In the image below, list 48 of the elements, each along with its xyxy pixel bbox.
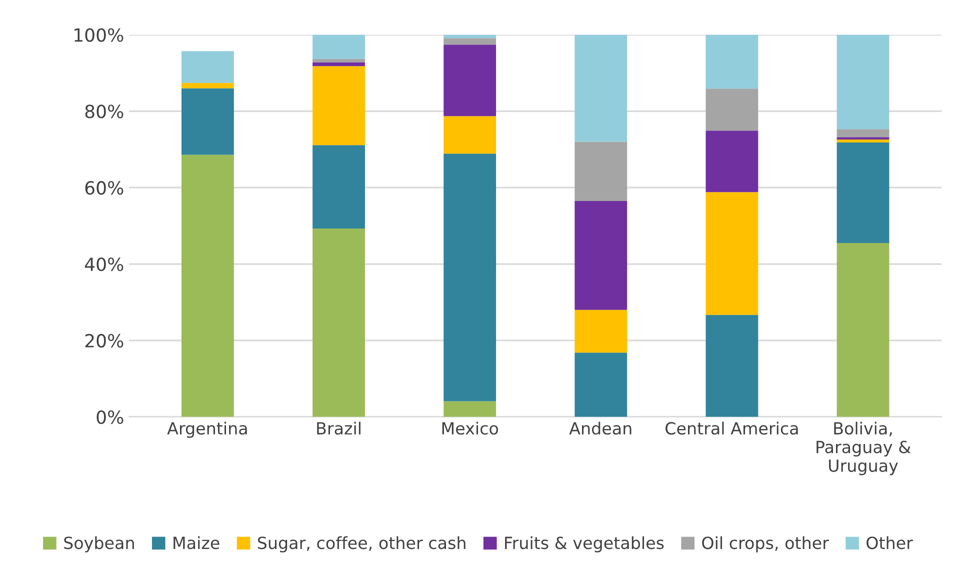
- bar: [181, 88, 234, 155]
- x-tick-label: Central America: [666, 422, 798, 435]
- bar: [181, 51, 234, 83]
- legend-label: Fruits & vegetables: [505, 536, 664, 552]
- bar: [312, 58, 365, 62]
- bar: [574, 310, 628, 353]
- bar: [706, 192, 758, 315]
- y-tick-label: 0%: [96, 410, 124, 424]
- bar: [574, 200, 628, 310]
- y-tick-label: 60%: [85, 181, 124, 195]
- bar: [312, 228, 365, 417]
- x-tick-label: Argentina: [167, 422, 247, 438]
- bar: [574, 142, 628, 201]
- bar: [706, 314, 758, 417]
- x-tick-label: Andean: [569, 422, 632, 435]
- bar: [181, 82, 234, 88]
- bar: [312, 145, 365, 228]
- bar: [836, 243, 890, 417]
- legend-label: Soybean: [64, 536, 134, 552]
- bar: [444, 38, 496, 45]
- bar: [444, 154, 496, 402]
- bar: [312, 66, 365, 146]
- bar: [444, 401, 496, 417]
- legend-label: Oil crops, other: [702, 536, 829, 552]
- y-tick-label: 80%: [85, 104, 124, 118]
- y-tick-label: 20%: [85, 334, 124, 348]
- bar: [836, 142, 890, 244]
- legend-label: Sugar, coffee, other cash: [258, 536, 466, 552]
- bar: [312, 34, 365, 59]
- x-tick-label: Bolivia, Paraguay & Uruguay: [816, 422, 911, 476]
- bar: [706, 130, 758, 192]
- bar: [312, 62, 365, 66]
- bar: [574, 352, 628, 417]
- x-tick-label: Brazil: [317, 422, 360, 435]
- bar: [444, 44, 496, 116]
- bar: [836, 129, 890, 138]
- bar: [706, 88, 758, 131]
- x-tick-label: Mexico: [442, 422, 498, 435]
- legend-label: Maize: [174, 536, 220, 550]
- bar: [444, 116, 496, 154]
- legend-label: Other: [866, 536, 913, 550]
- y-tick-label: 40%: [84, 257, 124, 272]
- bar: [836, 139, 890, 143]
- bar: [706, 34, 758, 89]
- bar: [836, 34, 890, 130]
- bar: [181, 154, 234, 417]
- bar: [574, 34, 628, 142]
- y-tick-label: 100%: [74, 28, 124, 42]
